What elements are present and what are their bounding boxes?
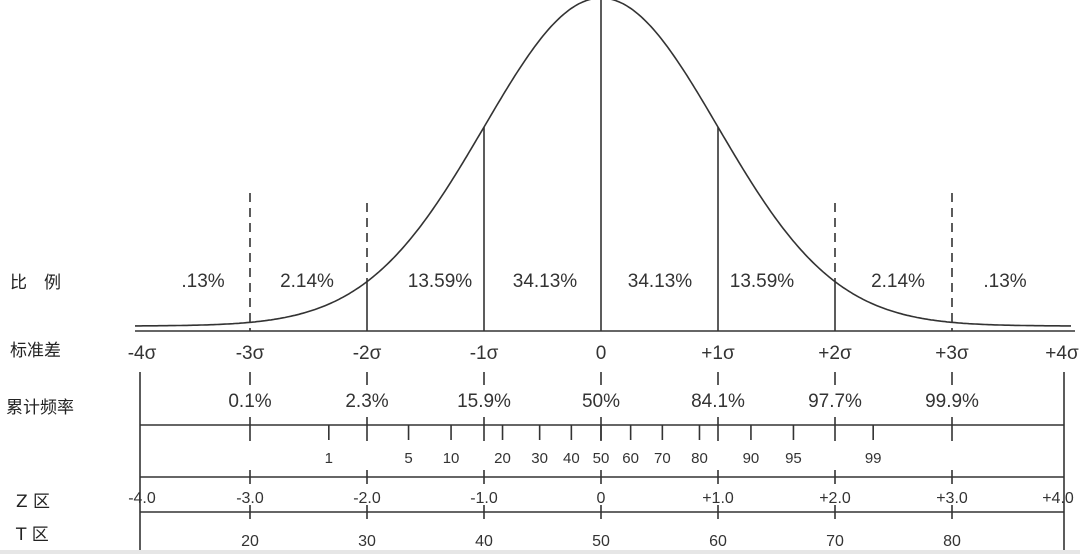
proportion-label: 2.14% [280,271,334,292]
t-label: 40 [475,533,493,550]
proportion-label: 34.13% [628,271,693,292]
percentile-label: 1 [325,450,333,467]
proportion-label: 13.59% [730,271,795,292]
sigma-label: 0 [596,343,607,364]
sigma-label: -2σ [353,343,382,364]
z-label: +4.0 [1042,490,1074,507]
percentile-label: 90 [743,450,760,467]
proportion-label: 13.59% [408,271,473,292]
z-label: -2.0 [353,490,381,507]
proportion-label: .13% [181,271,224,292]
proportion-label: 34.13% [513,271,578,292]
z-label: 0 [597,490,606,507]
percentile-label: 40 [563,450,580,467]
sigma-label: -3σ [236,343,265,364]
cumulative-label: 50% [582,391,620,412]
percentile-label: 80 [691,450,708,467]
percentile-label: 30 [531,450,548,467]
percentile-label: 99 [865,450,882,467]
cumulative-label: 2.3% [345,391,388,412]
cumulative-label: 97.7% [808,391,862,412]
bell-curve [135,0,1071,327]
sigma-label: +1σ [701,343,735,364]
cumulative-label: 0.1% [228,391,271,412]
sigma-label: +3σ [935,343,969,364]
z-label: +2.0 [819,490,851,507]
row-label-std-dev: 标准差 [10,341,61,361]
z-label: +3.0 [936,490,968,507]
z-label: -3.0 [236,490,264,507]
z-label: -1.0 [470,490,498,507]
percentile-label: 50 [593,450,610,467]
row-label-proportion: 比 例 [10,273,61,293]
percentile-label: 60 [622,450,639,467]
percentile-label: 95 [785,450,802,467]
percentile-label: 5 [404,450,412,467]
percentile-label: 10 [443,450,460,467]
row-label-cumulative: 累计频率 [6,398,74,418]
z-label: -4.0 [128,490,156,507]
row-label-z-zone: Z 区 [16,492,51,512]
cumulative-label: 84.1% [691,391,745,412]
t-label: 50 [592,533,610,550]
t-label: 20 [241,533,259,550]
proportion-label: .13% [983,271,1026,292]
proportion-label: 2.14% [871,271,925,292]
sigma-label: +2σ [818,343,852,364]
cumulative-label: 15.9% [457,391,511,412]
bottom-bar [0,550,1080,554]
cumulative-label: 99.9% [925,391,979,412]
t-label: 60 [709,533,727,550]
t-label: 70 [826,533,844,550]
sigma-label: -4σ [128,343,157,364]
percentile-label: 70 [654,450,671,467]
sigma-label: +4σ [1045,343,1079,364]
z-label: +1.0 [702,490,734,507]
row-label-t-zone: T 区 [16,525,49,545]
t-label: 80 [943,533,961,550]
sigma-label: -1σ [470,343,499,364]
t-label: 30 [358,533,376,550]
percentile-label: 20 [494,450,511,467]
